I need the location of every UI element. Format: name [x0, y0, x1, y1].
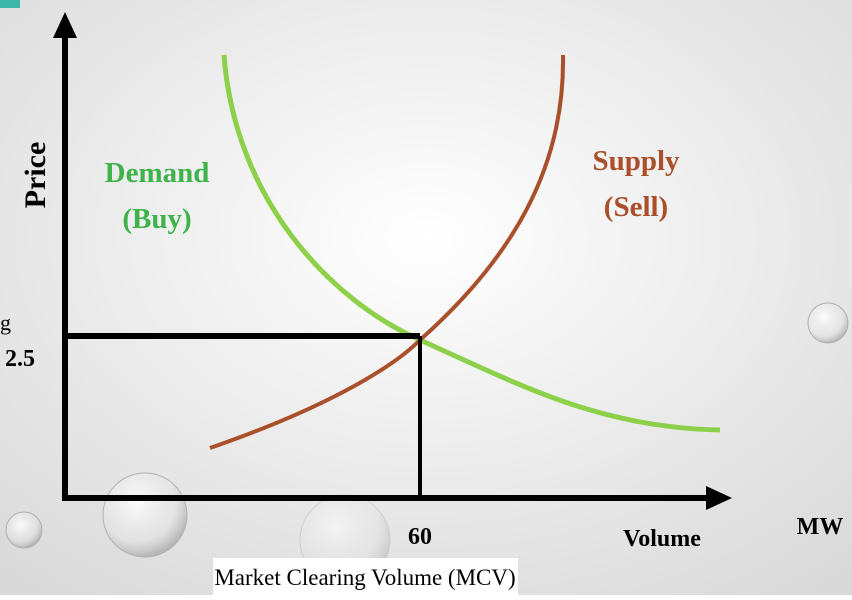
- volume-value: 60: [408, 524, 432, 550]
- x-axis-label: Volume: [623, 526, 701, 552]
- diagram: Price Demand (Buy) Supply (Sell) g 2.5 6…: [0, 0, 852, 595]
- droplet: [103, 473, 187, 557]
- page: Price Demand (Buy) Supply (Sell) g 2.5 6…: [0, 0, 852, 595]
- droplet: [808, 303, 848, 343]
- x-axis-unit: MW: [797, 514, 844, 540]
- demand-sublabel: (Buy): [122, 203, 191, 235]
- supply-sublabel: (Sell): [604, 191, 668, 223]
- y-axis-label: Price: [19, 142, 52, 209]
- price-value: 2.5: [5, 346, 35, 372]
- price-label-partial: g: [0, 310, 11, 335]
- supply-label: Supply: [592, 145, 680, 177]
- caption: Market Clearing Volume (MCV): [214, 565, 515, 590]
- droplet: [6, 512, 42, 548]
- corner-tab: [0, 0, 20, 8]
- demand-label: Demand: [105, 157, 210, 189]
